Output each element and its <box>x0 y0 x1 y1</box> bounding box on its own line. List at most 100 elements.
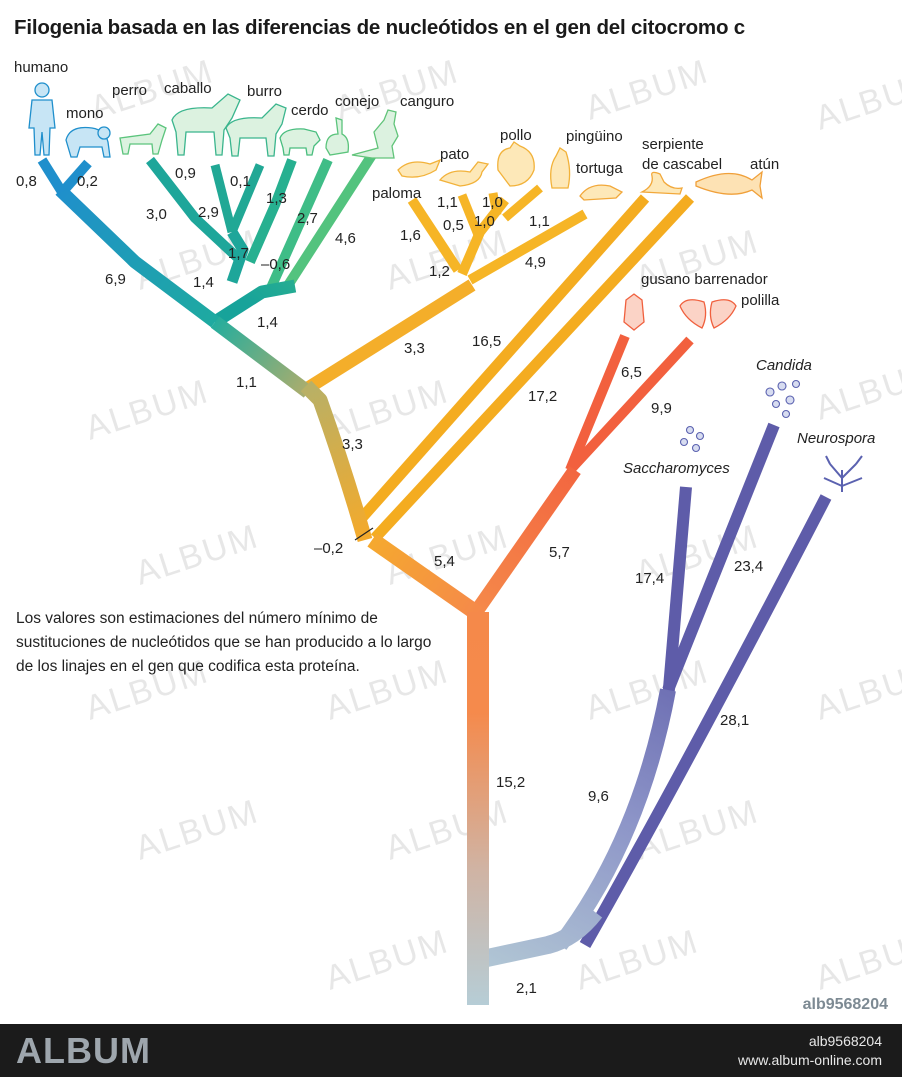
watermark: ALBUM <box>811 652 902 727</box>
screwworm-icon <box>623 293 645 331</box>
label-pato: pato <box>440 146 469 163</box>
donkey-icon <box>225 103 287 157</box>
value-levaduras: 9,6 <box>588 788 609 805</box>
value-insectos: 5,7 <box>549 544 570 561</box>
branch-amniotas <box>210 316 313 398</box>
watermark: ALBUM <box>81 372 214 447</box>
watermark: ALBUM <box>581 652 714 727</box>
value-paloma: 1,6 <box>400 227 421 244</box>
value-pato: 1,1 <box>437 194 458 211</box>
branch-paloma <box>407 197 463 273</box>
horse-icon <box>171 93 241 156</box>
human-icon <box>28 82 56 156</box>
footer-logo: ALBUM <box>16 1030 151 1071</box>
penguin-icon <box>550 147 571 189</box>
value-serpiente: 16,5 <box>472 333 501 350</box>
footer-bar: ALBUM alb9568204 www.album-online.com <box>0 1024 902 1077</box>
watermark: ALBUM <box>321 922 454 997</box>
branch-ungulados <box>226 229 249 284</box>
branch-insectos <box>470 465 581 617</box>
tree-svg: ALBUM ALBUM ALBUM ALBUM ALBUM ALBUM ALBU… <box>14 52 902 1005</box>
value-cerdo: 1,3 <box>266 190 287 207</box>
value-vertebrados: 3,3 <box>342 436 363 453</box>
image-code: alb9568204 <box>802 996 888 1013</box>
watermark: ALBUM <box>581 52 714 127</box>
value-perro: 3,0 <box>146 206 167 223</box>
watermark: ALBUM <box>131 517 264 592</box>
label-mono: mono <box>66 105 104 122</box>
candida-icon <box>765 379 801 419</box>
chicken-icon <box>497 141 535 187</box>
branch-polilla <box>568 336 694 472</box>
branch-burro <box>227 163 265 234</box>
value-humano: 0,8 <box>16 173 37 190</box>
branch-serpiente <box>355 194 650 524</box>
branch-animales-tronco <box>367 533 483 621</box>
branch-mono <box>62 159 92 192</box>
branch-candida <box>662 422 780 693</box>
page-title: Filogenia basada en las diferencias de n… <box>14 16 745 39</box>
label-atun: atún <box>750 156 779 173</box>
branch-pinguino <box>502 184 543 222</box>
branch-primates <box>55 185 219 328</box>
tuna-icon <box>695 170 763 200</box>
label-cerdo: cerdo <box>291 102 329 119</box>
value-mono: 0,2 <box>77 173 98 190</box>
watermark: ALBUM <box>811 62 902 137</box>
branch-humano <box>37 157 67 195</box>
branch-atun <box>370 194 695 542</box>
branch-canguro <box>280 152 377 293</box>
value-pato-pollo: 0,5 <box>443 217 464 234</box>
branch-vertebrados <box>300 380 373 543</box>
value-burro: 0,1 <box>230 173 251 190</box>
value-conejo: 2,7 <box>297 210 318 227</box>
value-atun: 17,2 <box>528 388 557 405</box>
label-burro: burro <box>247 83 282 100</box>
kangaroo-icon <box>351 109 399 159</box>
label-serpiente: serpiente <box>642 136 704 153</box>
value-perro-caballo: 2,9 <box>198 204 219 221</box>
label-paloma: paloma <box>372 185 422 202</box>
monkey-icon <box>65 126 111 158</box>
branch-reptiles <box>304 279 476 394</box>
watermark: ALBUM <box>811 352 902 427</box>
taxon-labels: humano mono perro caballo burro cerdo co… <box>14 59 875 477</box>
watermark: ALBUM <box>131 792 264 867</box>
branch-cerdo <box>245 158 297 265</box>
branch-mamiferos <box>211 279 297 328</box>
tick-n02 <box>354 527 374 541</box>
label-neurospora: Neurospora <box>797 430 875 447</box>
value-animales-tronco: 5,4 <box>434 553 455 570</box>
footer-url[interactable]: www.album-online.com <box>738 1052 882 1068</box>
label-canguro: canguro <box>400 93 454 110</box>
value-animales: 15,2 <box>496 774 525 791</box>
dog-icon <box>119 123 167 155</box>
label-caballo: caballo <box>164 80 212 97</box>
value-ungulados: 1,7 <box>228 245 249 262</box>
branch-perro <box>146 156 244 264</box>
value-reptiles: 3,3 <box>404 340 425 357</box>
value-primates: 6,9 <box>105 271 126 288</box>
branch-tortuga <box>467 209 588 285</box>
footer-id: alb9568204 <box>808 1033 882 1049</box>
branch-conejo <box>265 157 333 293</box>
branch-pato <box>457 193 483 237</box>
pig-icon <box>279 128 321 156</box>
branch-saccharomyces <box>662 486 692 701</box>
snake-icon <box>639 171 683 195</box>
value-aves: 1,2 <box>429 263 450 280</box>
value-n10b: 1,0 <box>474 213 495 230</box>
value-mamiferos: 1,4 <box>257 314 278 331</box>
label-gusano: gusano barrenador <box>641 271 768 288</box>
dove-icon <box>397 158 442 178</box>
rabbit-icon <box>325 117 350 156</box>
value-n02: –0,2 <box>314 540 343 557</box>
value-gusano: 6,5 <box>621 364 642 381</box>
watermark: ALBUM <box>331 52 464 127</box>
value-n14a: 1,4 <box>193 274 214 291</box>
value-pollo: 1,0 <box>482 194 503 211</box>
watermark: ALBUM <box>811 922 902 997</box>
label-conejo: conejo <box>335 93 379 110</box>
organism-icons <box>28 82 863 492</box>
